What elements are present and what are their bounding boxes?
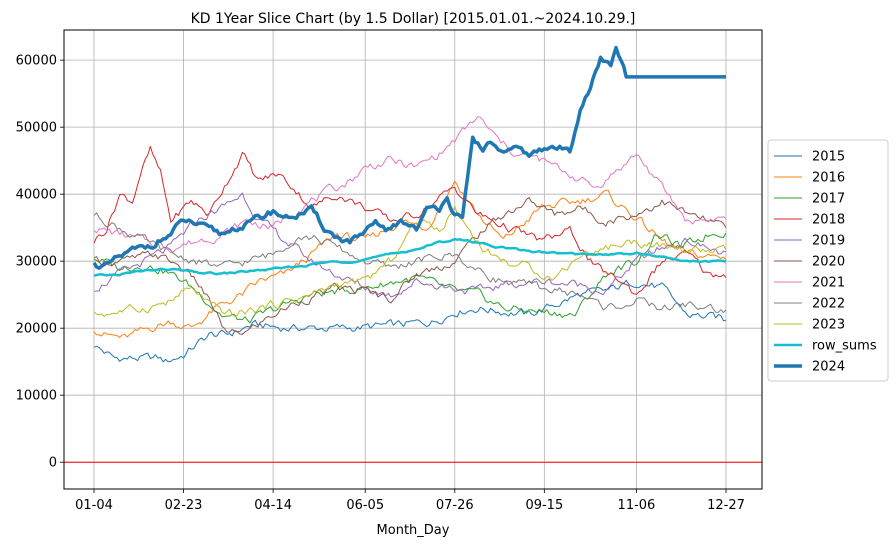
legend-label-2019: 2019 (812, 234, 845, 249)
legend-label-2020: 2020 (812, 255, 845, 270)
legend-label-2024: 2024 (812, 360, 845, 375)
legend-box (767, 139, 889, 382)
y-tick-label: 0 (49, 456, 57, 471)
series-line-2024 (92, 45, 726, 270)
series-line-2017 (93, 232, 727, 324)
x-tick-label: 06-05 (346, 498, 384, 513)
series-line-row_sums (93, 237, 727, 277)
series-line-2018 (93, 145, 727, 295)
series-line-2016 (93, 180, 727, 338)
y-tick-label: 60000 (16, 54, 57, 69)
x-tick-label: 02-23 (165, 498, 203, 513)
y-tick-label: 30000 (16, 255, 57, 270)
legend-label-2018: 2018 (812, 213, 845, 228)
x-tick-label: 04-14 (254, 498, 292, 513)
series-line-2021 (93, 116, 727, 254)
series-line-2015 (93, 279, 727, 363)
legend-label-2023: 2023 (812, 318, 845, 333)
x-tick-label: 09-15 (525, 498, 563, 513)
legend-label-2022: 2022 (812, 297, 845, 312)
series-line-2019 (93, 192, 727, 298)
x-tick-label: 07-26 (436, 498, 474, 513)
grid-lines (64, 30, 762, 489)
x-axis: 01-04 02-23 04-14 06-05 07-26 09-15 11-06 12-27 (75, 489, 745, 513)
series-lines (92, 45, 727, 363)
series-line-2022 (93, 212, 727, 313)
x-axis-label: Month_Day (377, 523, 450, 538)
legend-label-2015: 2015 (812, 150, 845, 165)
plot-frame (63, 29, 763, 490)
legend-label-2016: 2016 (812, 171, 845, 186)
legend-label-2021: 2021 (812, 276, 845, 291)
series-line-2023 (93, 205, 727, 317)
chart-title: KD 1Year Slice Chart (by 1.5 Dollar) [20… (191, 11, 636, 27)
y-tick-label: 40000 (16, 188, 57, 203)
series-line-2020 (93, 197, 727, 335)
x-tick-label: 11-06 (618, 498, 656, 513)
y-tick-label: 10000 (16, 389, 57, 404)
legend-label-2017: 2017 (812, 192, 845, 207)
x-tick-label: 12-27 (707, 498, 745, 513)
y-axis: 0 10000 20000 30000 40000 50000 60000 (16, 54, 64, 471)
legend: 2015 2016 2017 2018 2019 2020 2021 2022 2023 row_… (767, 139, 889, 382)
y-tick-label: 20000 (16, 322, 57, 337)
x-tick-label: 01-04 (75, 498, 113, 513)
legend-label-row_sums: row_sums (812, 339, 877, 354)
y-tick-label: 50000 (16, 121, 57, 136)
